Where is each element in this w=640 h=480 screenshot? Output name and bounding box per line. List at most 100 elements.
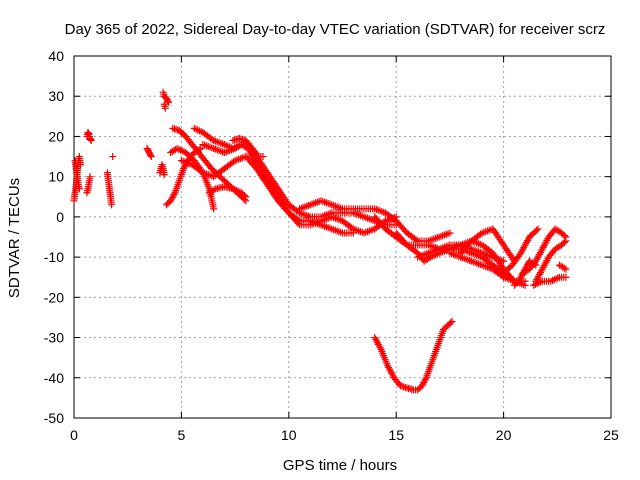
data-point bbox=[560, 264, 568, 272]
series-arc-f2 bbox=[160, 100, 169, 112]
data-point bbox=[210, 186, 218, 194]
data-point bbox=[420, 379, 428, 387]
data-point bbox=[500, 257, 508, 265]
data-point bbox=[86, 173, 94, 181]
data-point bbox=[521, 277, 529, 285]
series-arc-u bbox=[500, 225, 542, 277]
data-point bbox=[533, 280, 541, 288]
y-tick-label: -40 bbox=[44, 370, 64, 386]
data-point bbox=[552, 275, 560, 283]
data-point bbox=[195, 127, 203, 135]
y-tick-label: 10 bbox=[48, 169, 64, 185]
data-point bbox=[147, 151, 155, 159]
data-point bbox=[554, 274, 562, 282]
series-arc-c2 bbox=[109, 153, 117, 161]
y-tick-label: -50 bbox=[44, 410, 64, 426]
data-point bbox=[562, 265, 570, 273]
data-point bbox=[421, 375, 429, 383]
series-arc-m bbox=[199, 140, 400, 237]
series-arc-c bbox=[103, 169, 116, 209]
data-point bbox=[165, 98, 173, 106]
data-point bbox=[175, 145, 183, 153]
chart-title: Day 365 of 2022, Sidereal Day-to-day VTE… bbox=[65, 21, 606, 38]
axis-ticks: 0 5 10 15 20 25 -50 -40 -30 -20 -10 0 10 20 30 40 bbox=[44, 48, 619, 443]
data-point bbox=[534, 225, 542, 233]
data-point bbox=[177, 146, 185, 154]
data-point bbox=[168, 195, 176, 203]
data-point bbox=[253, 151, 261, 159]
data-point bbox=[210, 205, 218, 213]
data-point bbox=[173, 145, 181, 153]
data-point bbox=[516, 251, 524, 259]
data-point bbox=[190, 124, 198, 132]
data-point bbox=[412, 236, 420, 244]
data-point bbox=[562, 237, 570, 245]
data-point bbox=[169, 192, 177, 200]
series-arc-dip bbox=[371, 317, 456, 394]
data-point bbox=[170, 190, 178, 198]
x-tick-label: 10 bbox=[281, 427, 297, 443]
data-point bbox=[229, 185, 237, 193]
y-tick-label: -20 bbox=[44, 289, 64, 305]
data-point bbox=[167, 197, 175, 205]
data-point bbox=[87, 136, 95, 144]
series-arc-w bbox=[519, 225, 570, 277]
data-point bbox=[547, 277, 555, 285]
x-tick-label: 15 bbox=[388, 427, 404, 443]
data-point bbox=[161, 104, 169, 112]
data-point bbox=[448, 317, 456, 325]
data-point bbox=[560, 238, 568, 246]
data-point bbox=[376, 344, 384, 352]
y-tick-label: 20 bbox=[48, 128, 64, 144]
series-arc-o bbox=[296, 197, 454, 245]
data-point bbox=[240, 191, 248, 199]
y-tick-label: -10 bbox=[44, 249, 64, 265]
series-arc-y bbox=[530, 273, 570, 289]
data-point bbox=[180, 165, 188, 173]
data-point bbox=[549, 276, 557, 284]
data-point bbox=[533, 226, 541, 234]
data-point bbox=[421, 377, 429, 385]
y-tick-label: 40 bbox=[48, 48, 64, 64]
x-tick-label: 0 bbox=[70, 427, 78, 443]
data-point bbox=[160, 171, 168, 179]
data-point bbox=[562, 273, 570, 281]
plot-frame bbox=[73, 55, 612, 419]
data-point bbox=[194, 126, 202, 134]
data-point bbox=[192, 125, 200, 133]
series-arc-t bbox=[457, 225, 518, 265]
x-axis-label: GPS time / hours bbox=[283, 457, 397, 474]
x-tick-label: 5 bbox=[178, 427, 186, 443]
y-tick-label: 0 bbox=[56, 209, 64, 225]
data-point bbox=[447, 319, 455, 327]
data-point bbox=[234, 187, 242, 195]
data-point bbox=[294, 219, 302, 227]
y-axis-label: SDTVAR / TECUs bbox=[6, 178, 23, 298]
data-point bbox=[220, 140, 228, 148]
data-point bbox=[75, 185, 83, 193]
data-point bbox=[419, 380, 427, 388]
data-point bbox=[222, 141, 230, 149]
data-point bbox=[537, 278, 545, 286]
series-arc-x bbox=[532, 237, 570, 285]
series-arc-d bbox=[143, 145, 155, 161]
data-point bbox=[531, 280, 539, 288]
data-point bbox=[147, 153, 155, 161]
data-series bbox=[70, 88, 570, 394]
data-point bbox=[178, 147, 186, 155]
y-tick-label: -30 bbox=[44, 330, 64, 346]
data-point bbox=[109, 153, 117, 161]
data-point bbox=[560, 232, 568, 240]
data-point bbox=[535, 279, 543, 287]
series-arc-e bbox=[156, 161, 168, 179]
series-arc-b1 bbox=[83, 128, 95, 144]
series-arc-z bbox=[555, 261, 570, 273]
series-arc-f bbox=[159, 88, 173, 106]
series-arc-a2 bbox=[71, 157, 83, 193]
x-tick-label: 25 bbox=[603, 427, 619, 443]
series-arc-b2 bbox=[83, 173, 94, 197]
data-point bbox=[418, 382, 426, 390]
data-point bbox=[259, 153, 267, 161]
